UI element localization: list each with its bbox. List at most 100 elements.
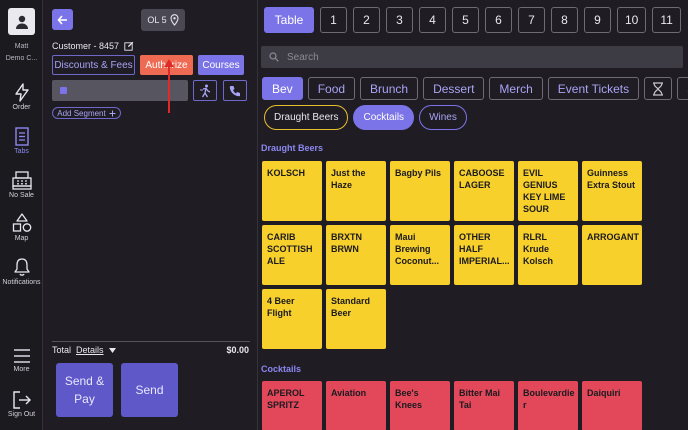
section-title-cocktails: Cocktails [261,364,302,374]
location-pin-icon [170,14,179,26]
menu-item[interactable]: EVIL GENIUS KEY LIME SOUR [518,161,578,221]
total-divider [52,341,250,342]
menu-item[interactable]: Boulevardie r [518,381,578,430]
send-pay-line-1: Send & [64,374,105,388]
add-segment-label: Add Segment [57,108,106,118]
category-food[interactable]: Food [307,77,356,100]
tab-8[interactable]: 8 [551,7,578,33]
nav-item-notifications[interactable]: Notifications [0,257,43,286]
send-pay-line-2: Pay [74,392,95,406]
courses-button[interactable]: Courses [198,55,244,75]
menu-item[interactable]: Daiquiri [582,381,642,430]
subcategory-wines[interactable]: Wines [419,105,467,130]
subcategory-bar: Draught Beers Cocktails Wines [264,105,467,130]
send-button[interactable]: Send [121,363,178,417]
nav-label-notifications: Notifications [2,279,41,286]
draught-beers-grid: KOLSCH Just the Haze Bagby Pils CABOOSE … [262,161,647,349]
back-button[interactable] [52,9,73,30]
subcategory-cocktails[interactable]: Cocktails [353,105,415,130]
category-dessert[interactable]: Dessert [423,77,485,100]
category-bev[interactable]: Bev [262,77,303,100]
details-link[interactable]: Details [76,345,104,355]
menu-item[interactable]: OTHER HALF IMPERIAL... [454,225,514,285]
nav-label-order: Order [12,104,31,111]
menu-item[interactable]: Aviation [326,381,386,430]
menu-item[interactable]: Bee's Knees [390,381,450,430]
menu-item[interactable]: Bitter Mai Tai [454,381,514,430]
menu-item[interactable]: Maui Brewing Coconut... [390,225,450,285]
search-bar[interactable]: Search [261,46,683,68]
tab-4[interactable]: 4 [419,7,446,33]
category-special[interactable]: Spe [677,77,688,100]
discounts-fees-button[interactable]: Discounts & Fees [52,55,135,75]
search-icon [269,52,279,62]
section-title-draught-beers: Draught Beers [261,143,324,153]
customer-label: Customer - 8457 [52,41,120,51]
nav-item-sign-out[interactable]: Sign Out [0,391,43,418]
nav-item-no-sale[interactable]: No Sale [0,171,43,199]
menu-item[interactable]: Guinness Extra Stout [582,161,642,221]
tab-7[interactable]: 7 [518,7,545,33]
order-location-badge[interactable]: OL 5 [141,9,185,31]
table-tab-bar: Table 1 2 3 4 5 6 7 8 9 10 11 [264,7,681,33]
cash-register-icon [11,171,32,190]
plus-icon [109,110,116,116]
menu-item[interactable]: Just the Haze [326,161,386,221]
bell-icon [13,258,30,276]
menu-item[interactable]: BRXTN BRWN [326,225,386,285]
user-name: Matt [14,43,29,50]
phone-icon [229,85,240,96]
segment-color-swatch [60,87,67,94]
cocktails-grid: APEROL SPRITZ Aviation Bee's Knees Bitte… [262,381,647,430]
annotation-arrow [168,61,170,113]
menu-item[interactable]: RLRL Krude Kolsch [518,225,578,285]
category-special-icon-button[interactable] [644,77,673,100]
customer-name: Customer - 8457 [52,41,134,51]
nav-item-tabs[interactable]: Tabs [0,127,43,155]
segment-input[interactable] [52,80,188,101]
hourglass-icon [653,81,664,96]
send-and-pay-button[interactable]: Send & Pay [56,363,113,417]
walk-in-button[interactable] [193,80,217,101]
menu-item[interactable]: Bagby Pils [390,161,450,221]
tab-9[interactable]: 9 [584,7,611,33]
caret-down-icon[interactable] [108,347,116,353]
menu-item[interactable]: KOLSCH [262,161,322,221]
search-placeholder: Search [287,51,319,63]
shapes-map-icon [12,213,31,232]
menu-area: Table 1 2 3 4 5 6 7 8 9 10 11 Search Bev… [259,0,688,430]
side-nav: Matt Demo C... Order Tabs No Sale Map No… [0,0,43,430]
user-icon [15,15,28,29]
category-brunch[interactable]: Brunch [360,77,419,100]
tab-3[interactable]: 3 [386,7,413,33]
avatar[interactable] [8,8,35,35]
nav-item-map[interactable]: Map [0,213,43,242]
edit-icon[interactable] [124,41,134,51]
menu-item[interactable]: APEROL SPRITZ [262,381,322,430]
total-label: Total [52,345,72,355]
tab-10[interactable]: 10 [617,7,647,33]
menu-item[interactable]: CARIB SCOTTISH ALE [262,225,322,285]
lightning-icon [14,83,29,102]
tab-5[interactable]: 5 [452,7,479,33]
menu-item[interactable]: ARROGANT [582,225,642,285]
walking-person-icon [200,84,211,97]
add-segment-button[interactable]: Add Segment [52,107,121,119]
subcategory-draught-beers[interactable]: Draught Beers [264,105,349,130]
tab-6[interactable]: 6 [485,7,512,33]
tab-2[interactable]: 2 [353,7,380,33]
user-company: Demo C... [5,55,38,62]
nav-item-more[interactable]: More [0,348,43,373]
tab-1[interactable]: 1 [320,7,347,33]
menu-item[interactable]: CABOOSE LAGER [454,161,514,221]
phone-order-button[interactable] [223,80,247,101]
category-event-tickets[interactable]: Event Tickets [547,77,640,100]
tab-table[interactable]: Table [264,7,314,33]
sign-out-icon [12,391,31,409]
tab-11[interactable]: 11 [652,7,681,33]
menu-item[interactable]: 4 Beer Flight [262,289,322,349]
category-bar: Bev Food Brunch Dessert Merch Event Tick… [262,77,688,100]
menu-item[interactable]: Standard Beer [326,289,386,349]
category-merch[interactable]: Merch [489,77,543,100]
nav-item-order[interactable]: Order [0,83,43,111]
